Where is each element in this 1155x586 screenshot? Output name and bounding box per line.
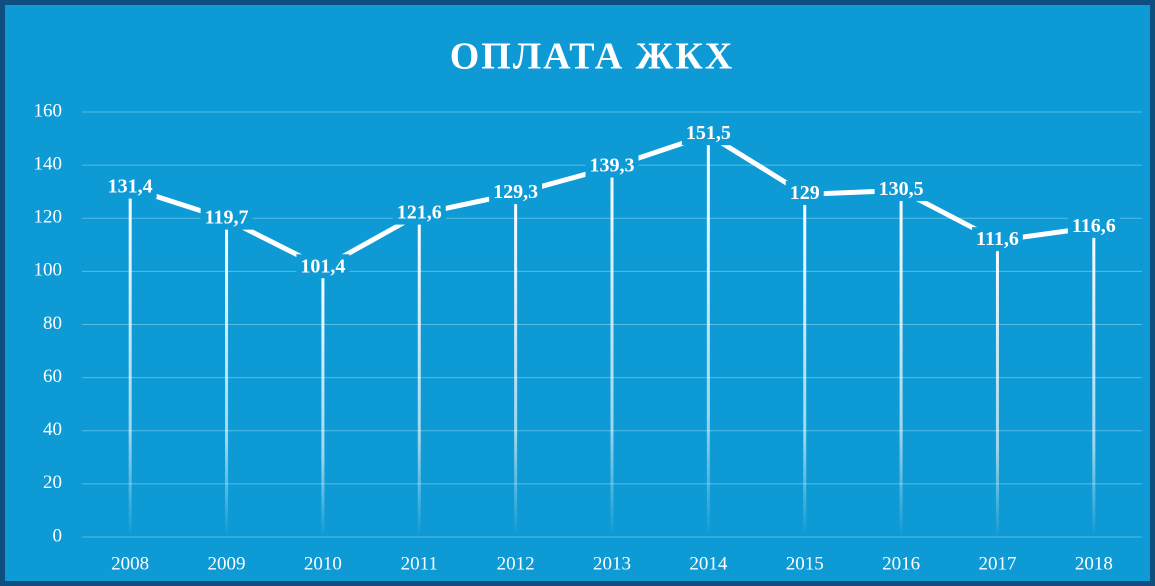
data-label: 139,3	[590, 155, 635, 177]
drop-line	[610, 166, 614, 537]
y-tick-label: 140	[34, 153, 63, 174]
x-tick-label: 2009	[208, 553, 246, 574]
label-background	[296, 254, 350, 279]
data-label: 130,5	[879, 178, 924, 200]
data-label: 129,3	[493, 181, 538, 203]
data-label: 131,4	[108, 176, 153, 198]
drop-line	[803, 194, 807, 537]
label-background	[103, 174, 157, 199]
y-tick-label: 120	[34, 207, 63, 228]
drop-line	[995, 240, 999, 537]
x-tick-label: 2011	[401, 553, 438, 574]
y-tick-label: 80	[43, 313, 62, 334]
drop-line	[225, 219, 229, 537]
data-label: 116,6	[1072, 215, 1116, 237]
x-tick-label: 2010	[304, 553, 342, 574]
drop-line	[899, 190, 903, 537]
y-tick-label: 100	[34, 260, 63, 281]
x-tick-label: 2016	[882, 553, 920, 574]
data-label: 119,7	[205, 207, 249, 229]
drop-line	[128, 187, 132, 537]
label-background	[489, 180, 543, 205]
y-tick-label: 160	[34, 100, 63, 121]
chart-title: ОПЛАТА ЖКХ	[450, 36, 735, 78]
x-tick-label: 2008	[111, 553, 149, 574]
drop-line	[514, 193, 518, 537]
y-tick-label: 0	[53, 525, 63, 546]
label-background	[874, 176, 928, 201]
drop-line	[706, 134, 710, 537]
label-background	[392, 200, 446, 225]
x-tick-label: 2015	[786, 553, 824, 574]
data-label: 101,4	[300, 255, 345, 277]
x-tick-label: 2018	[1075, 553, 1113, 574]
drop-line	[1092, 227, 1096, 537]
y-tick-label: 20	[43, 472, 62, 493]
label-background	[200, 205, 253, 230]
label-background	[972, 227, 1023, 252]
label-background	[785, 180, 824, 205]
x-tick-label: 2014	[689, 553, 728, 574]
x-tick-label: 2012	[497, 553, 535, 574]
x-tick-label: 2013	[593, 553, 631, 574]
label-background	[681, 121, 735, 146]
label-background	[1067, 213, 1120, 238]
y-tick-label: 60	[43, 366, 62, 387]
data-label: 111,6	[976, 228, 1019, 250]
label-background	[585, 153, 639, 178]
data-label: 151,5	[686, 122, 731, 144]
drop-line	[321, 267, 325, 537]
x-tick-label: 2017	[978, 553, 1016, 574]
drop-line	[417, 214, 421, 537]
data-label: 129	[790, 182, 820, 204]
data-label: 121,6	[397, 202, 442, 224]
y-tick-label: 40	[43, 419, 62, 440]
chart-background	[5, 5, 1150, 581]
